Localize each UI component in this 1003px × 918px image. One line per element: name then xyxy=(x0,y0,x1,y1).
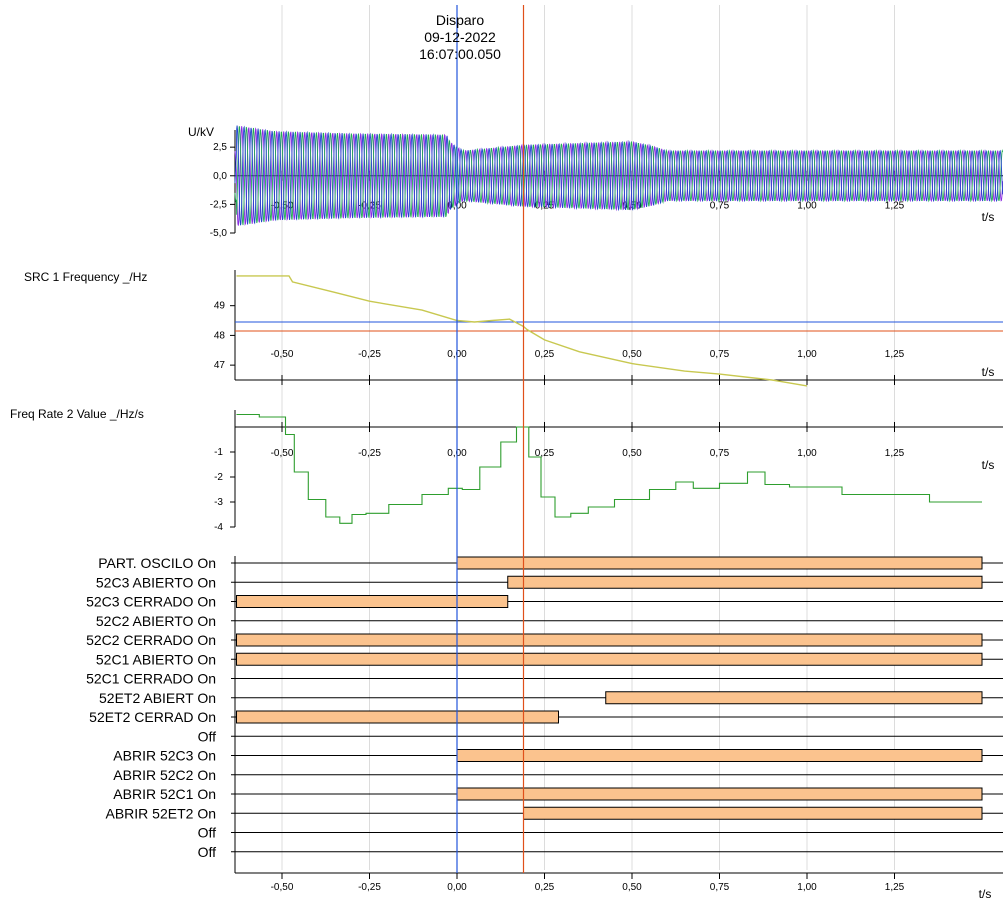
channel-label: 52C2 ABIERTO On xyxy=(96,613,216,629)
x-tick-label: 0,50 xyxy=(622,448,642,459)
x-tick-label: -0,50 xyxy=(271,200,294,211)
x-unit-label: t/s xyxy=(982,210,995,224)
y-axis-label: U/kV xyxy=(188,125,214,139)
x-tick-label: -0,50 xyxy=(271,882,294,893)
channel-on-bar xyxy=(456,556,983,570)
channel-label: 52C1 CERRADO On xyxy=(86,671,216,687)
y-tick-label: -5,0 xyxy=(210,228,228,239)
channel-label: 52C1 ABIERTO On xyxy=(96,651,216,667)
channel-label: ABRIR 52C1 On xyxy=(113,786,216,802)
x-tick-label: 0,75 xyxy=(710,200,730,211)
x-tick-label: 0,50 xyxy=(622,349,642,360)
y-tick-label: -2 xyxy=(214,472,223,483)
y-axis-label: SRC 1 Frequency _/Hz xyxy=(24,270,147,284)
channel-label: 52C3 ABIERTO On xyxy=(96,574,216,590)
x-unit-label: t/s xyxy=(982,458,995,472)
y-axis-label: Freq Rate 2 Value _/Hz/s xyxy=(10,407,144,421)
channel-on-bar xyxy=(236,633,983,647)
channel-label: PART. OSCILO On xyxy=(98,555,216,571)
frequency-trace xyxy=(236,275,808,387)
channel-label: ABRIR 52C2 On xyxy=(113,767,216,783)
trigger-label: Disparo 09-12-2022 16:07:00.050 xyxy=(380,12,540,63)
y-tick-label: -3 xyxy=(214,497,223,508)
channel-label: 52C2 CERRADO On xyxy=(86,632,216,648)
x-tick-label: 0,75 xyxy=(710,349,730,360)
x-tick-label: 1,25 xyxy=(885,349,905,360)
channel-label: Off xyxy=(198,844,217,860)
x-tick-label: -0,50 xyxy=(271,349,294,360)
x-unit-label: t/s xyxy=(979,887,992,901)
channel-on-bar xyxy=(236,595,509,608)
channel-on-bar xyxy=(605,691,983,705)
x-tick-label: 0,75 xyxy=(710,882,730,893)
channel-on-bar xyxy=(456,749,983,762)
channel-on-bar xyxy=(523,806,983,820)
y-tick-label: 2,5 xyxy=(213,142,227,153)
channel-label: ABRIR 52C3 On xyxy=(113,748,216,764)
channel-label: 52C3 CERRADO On xyxy=(86,594,216,610)
x-tick-label: 0,25 xyxy=(535,349,555,360)
freq-rate-trace xyxy=(236,413,982,524)
y-tick-label: -4 xyxy=(214,522,223,533)
channel-label: 52ET2 CERRAD On xyxy=(89,709,216,725)
channel-label: 52ET2 ABIERT On xyxy=(99,690,216,706)
x-tick-label: -0,25 xyxy=(358,448,381,459)
x-tick-label: 1,00 xyxy=(797,882,817,893)
voltage-trace-2 xyxy=(234,126,1003,226)
x-tick-label: 0,25 xyxy=(535,200,555,211)
x-tick-label: -0,50 xyxy=(271,448,294,459)
channel-on-bar xyxy=(456,787,983,801)
voltage-trace-3 xyxy=(234,125,1003,226)
x-tick-label: 0,00 xyxy=(447,882,467,893)
x-tick-label: 1,25 xyxy=(885,882,905,893)
channel-on-bar xyxy=(236,710,559,724)
x-tick-label: 1,00 xyxy=(797,349,817,360)
x-tick-label: 1,25 xyxy=(885,448,905,459)
x-tick-label: -0,25 xyxy=(358,882,381,893)
x-tick-label: -0,25 xyxy=(358,349,381,360)
x-tick-label: 0,75 xyxy=(710,448,730,459)
channel-label: Off xyxy=(198,825,217,841)
channel-label: ABRIR 52ET2 On xyxy=(106,805,217,821)
channel-label: Off xyxy=(198,728,217,744)
y-tick-label: 47 xyxy=(214,360,226,371)
x-tick-label: 0,25 xyxy=(535,448,555,459)
x-tick-label: 1,00 xyxy=(797,448,817,459)
x-tick-label: 0,25 xyxy=(535,882,555,893)
y-tick-label: -2,5 xyxy=(210,199,228,210)
y-tick-label: -1 xyxy=(214,447,223,458)
trigger-date: 09-12-2022 xyxy=(424,29,496,45)
trigger-time: 16:07:00.050 xyxy=(419,46,501,62)
x-tick-label: 1,00 xyxy=(797,200,817,211)
y-tick-label: 0,0 xyxy=(213,171,227,182)
channel-on-bar xyxy=(507,575,983,589)
x-unit-label: t/s xyxy=(982,365,995,379)
y-tick-label: 48 xyxy=(214,330,226,341)
x-tick-label: 0,50 xyxy=(622,882,642,893)
trigger-title: Disparo xyxy=(435,12,485,28)
channel-on-bar xyxy=(236,652,983,666)
y-tick-label: 49 xyxy=(214,301,226,312)
x-tick-label: 1,25 xyxy=(885,200,905,211)
